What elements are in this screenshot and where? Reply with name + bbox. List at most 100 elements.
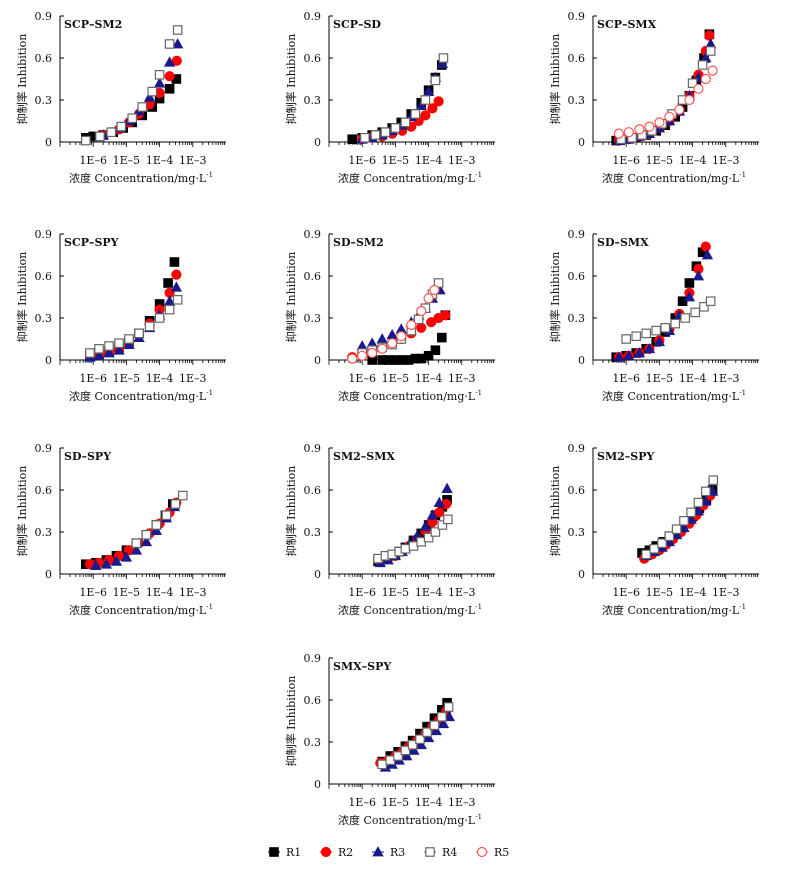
x-tick-label: 1E–6 [348, 586, 376, 599]
data-point [705, 46, 716, 56]
y-axis-label: 抑制率 Inhibition [15, 252, 29, 343]
chart-panel-9: 0 0.3 0.6 0.9 1E–6 1E–5 1E–4 1E–3 SM2–SPY 抑制率 Inh… [548, 442, 759, 617]
data-point [433, 96, 444, 107]
data-point [700, 495, 712, 506]
y-tick-label: 0.6 [568, 52, 586, 65]
data-point [385, 755, 396, 765]
data-point [401, 750, 413, 761]
data-point [631, 331, 641, 341]
data-point [95, 131, 105, 142]
data-point [649, 543, 660, 554]
data-point [670, 528, 683, 540]
x-tick-label: 1E–6 [612, 586, 640, 599]
chart-panel-10: 0 0.3 0.6 0.9 1E–6 1E–5 1E–4 1E–3 SMX–SPY 抑制率 Inh… [284, 652, 495, 827]
data-point [660, 323, 671, 333]
x-tick-label: 1E–6 [79, 154, 107, 167]
data-point [697, 60, 708, 70]
x-tick-label: 1E–3 [448, 796, 476, 809]
data-point [113, 344, 125, 355]
data-point [393, 751, 403, 761]
data-point [147, 86, 158, 97]
data-point [367, 347, 378, 359]
y-axis-label: 抑制率 Inhibition [284, 466, 298, 557]
data-point [700, 241, 711, 252]
data-point [153, 77, 166, 88]
data-point [644, 121, 655, 132]
chart-panel-8: 0 0.3 0.6 0.9 1E–6 1E–5 1E–4 1E–3 SM2–SMX 抑制率 Inh… [284, 442, 495, 617]
x-tick-label: 1E–4 [415, 154, 443, 167]
data-point [429, 720, 440, 730]
x-tick-label: 1E–6 [348, 154, 376, 167]
data-point [104, 341, 114, 351]
data-point [370, 130, 381, 140]
x-tick-label: 1E–6 [612, 154, 640, 167]
panel-title: SD–SPY [64, 450, 111, 463]
data-point [680, 313, 691, 323]
data-point [172, 295, 183, 305]
x-tick-label: 1E–5 [113, 586, 141, 599]
x-axis-label: 浓度 Concentration/mg·L-1 [69, 603, 213, 617]
data-point [143, 91, 156, 102]
data-point [664, 531, 675, 541]
legend-marker [320, 846, 332, 858]
data-point [430, 724, 442, 736]
data-point [420, 95, 431, 105]
y-tick-label: 0 [578, 568, 585, 581]
data-point [437, 711, 447, 722]
data-point [423, 293, 434, 304]
x-axis-label: 浓度 Concentration/mg·L-1 [602, 171, 746, 185]
data-point [380, 127, 391, 137]
data-point [377, 343, 388, 354]
data-point [410, 109, 421, 119]
data-point [154, 313, 165, 323]
data-point [386, 328, 398, 340]
x-tick-label: 1E–4 [146, 372, 174, 385]
data-point [400, 543, 411, 554]
data-point [377, 759, 387, 770]
data-point [692, 505, 705, 516]
data-point [693, 83, 704, 94]
y-axis-label: 抑制率 Inhibition [548, 252, 562, 343]
data-point [437, 332, 447, 343]
data-point [387, 338, 398, 349]
y-tick-label: 0.3 [568, 526, 586, 539]
data-point [164, 39, 175, 49]
data-point [408, 541, 419, 551]
legend-item-R3: R3 [372, 846, 405, 859]
data-point [120, 551, 133, 562]
y-tick-label: 0.9 [304, 228, 322, 241]
y-tick-label: 0.9 [35, 228, 53, 241]
data-point [700, 73, 711, 85]
series-R2 [98, 55, 182, 141]
x-tick-label: 1E–3 [448, 372, 476, 385]
y-tick-label: 0 [578, 354, 585, 367]
y-tick-label: 0.3 [35, 312, 53, 325]
data-point [163, 278, 173, 288]
data-point [683, 291, 696, 302]
data-point [707, 65, 718, 76]
panel-title: SMX–SPY [333, 660, 391, 673]
data-point [419, 520, 432, 531]
data-point [427, 103, 438, 114]
series-R5 [347, 284, 440, 364]
series-R2 [84, 497, 182, 570]
data-point [357, 350, 368, 361]
series-R4 [373, 514, 453, 564]
data-point [171, 55, 182, 66]
data-point [134, 328, 144, 339]
x-tick-label: 1E–4 [415, 796, 443, 809]
data-point [423, 532, 434, 543]
data-point [613, 128, 624, 139]
data-point [436, 57, 449, 68]
y-axis-label: 抑制率 Inhibition [284, 252, 298, 343]
data-point [415, 734, 425, 744]
data-point [172, 25, 183, 35]
legend-item-R4: R4 [424, 846, 457, 859]
data-point [420, 110, 431, 121]
data-point [423, 351, 434, 361]
data-point [130, 544, 143, 555]
y-tick-label: 0.3 [304, 312, 322, 325]
y-tick-label: 0.6 [304, 484, 322, 497]
data-point [430, 527, 441, 537]
x-tick-label: 1E–5 [646, 372, 674, 385]
